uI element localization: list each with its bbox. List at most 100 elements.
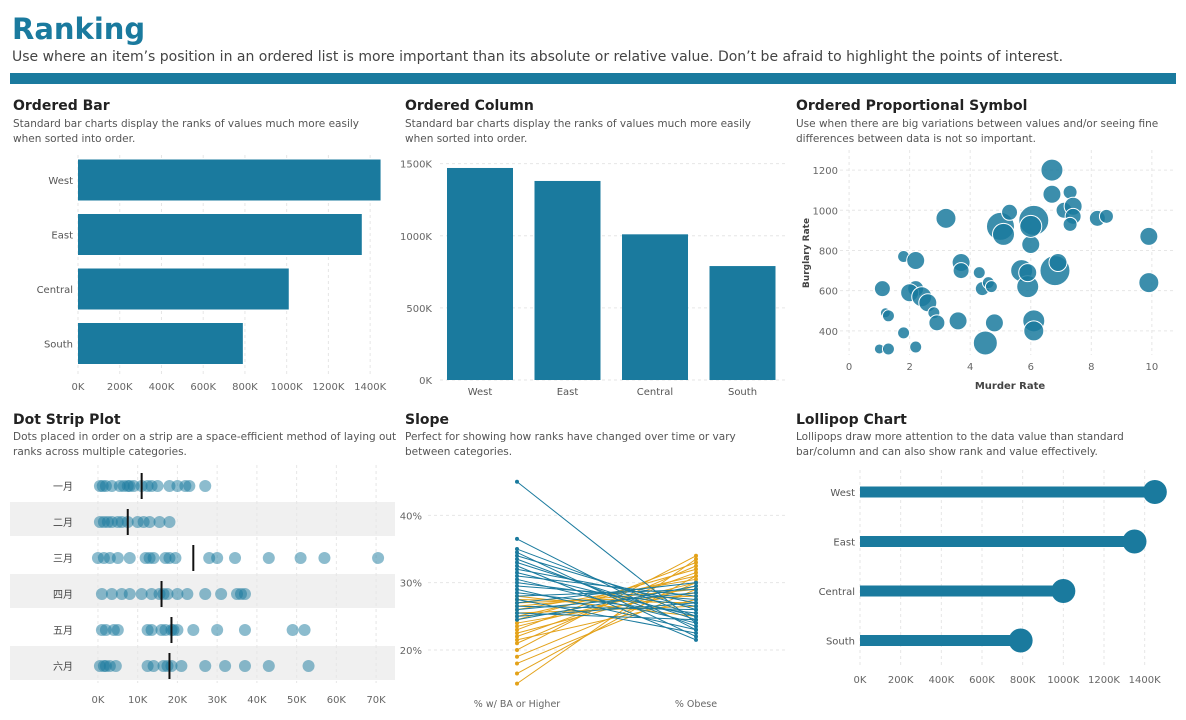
y-tick-label: 30% bbox=[400, 579, 422, 590]
bar bbox=[78, 323, 243, 364]
slope-point bbox=[515, 621, 519, 626]
slope-point bbox=[694, 627, 698, 632]
slope-desc: Perfect for showing how ranks have chang… bbox=[405, 431, 736, 458]
slope-point bbox=[515, 627, 519, 632]
slope-point bbox=[515, 671, 519, 676]
strip-dot bbox=[111, 552, 124, 564]
x-tick-label: 8 bbox=[1088, 362, 1094, 373]
lollipop-head bbox=[1051, 579, 1076, 603]
y-axis-title: Burglary Rate bbox=[802, 218, 812, 288]
page-title: Ranking bbox=[12, 12, 146, 46]
strip-dot bbox=[219, 660, 232, 672]
x-tick-label: 1200K bbox=[1088, 675, 1120, 686]
ordered-column-desc: Standard bar charts display the ranks of… bbox=[405, 118, 751, 145]
bubble bbox=[984, 280, 998, 294]
slope-point bbox=[515, 614, 519, 619]
slope-line bbox=[516, 592, 697, 611]
strip-dot bbox=[145, 624, 158, 636]
y-tick-label: Central bbox=[37, 285, 73, 296]
ordered-bar-title: Ordered Bar bbox=[13, 98, 110, 114]
slope-point bbox=[515, 590, 519, 595]
slope-point bbox=[694, 610, 698, 615]
bubble bbox=[1021, 234, 1041, 254]
slope-point bbox=[515, 580, 519, 585]
bubble bbox=[1018, 263, 1038, 283]
dot-strip-title: Dot Strip Plot bbox=[13, 412, 121, 428]
strip-dot bbox=[109, 660, 122, 672]
slope-point bbox=[515, 479, 519, 484]
column bbox=[447, 167, 513, 380]
x-tick-label: 800K bbox=[1010, 675, 1036, 686]
page-subtitle: Use where an item’s position in an order… bbox=[12, 49, 1064, 65]
bubble bbox=[897, 326, 911, 340]
strip-dot bbox=[161, 588, 174, 600]
slope-point bbox=[515, 610, 519, 615]
lollipop-stick bbox=[860, 635, 1021, 646]
row-label: 五月 bbox=[53, 625, 73, 637]
row-label: 二月 bbox=[53, 517, 73, 529]
slope-line bbox=[516, 562, 697, 621]
bubble bbox=[1019, 214, 1043, 238]
strip-dot bbox=[229, 552, 242, 564]
strip-dot bbox=[286, 624, 299, 636]
slope-point bbox=[515, 617, 519, 622]
slope-point bbox=[515, 607, 519, 612]
slope-point bbox=[694, 604, 698, 609]
slope-point bbox=[515, 647, 519, 652]
row-label: 一月 bbox=[53, 481, 73, 493]
bubble bbox=[1062, 216, 1078, 232]
y-tick-label: 1000 bbox=[813, 206, 838, 217]
lollipop-head bbox=[1008, 628, 1033, 653]
strip-dot bbox=[318, 552, 331, 564]
strip-dot bbox=[105, 588, 118, 600]
proportional-desc: Use when there are big variations betwee… bbox=[796, 118, 1159, 145]
x-tick-label: 4 bbox=[967, 362, 973, 373]
bubble bbox=[1138, 272, 1160, 294]
bubble bbox=[909, 340, 923, 354]
y-tick-label: West bbox=[830, 488, 855, 499]
y-tick-label: East bbox=[833, 538, 855, 549]
slope-point bbox=[694, 607, 698, 612]
bubble bbox=[948, 311, 968, 331]
slope-point bbox=[515, 641, 519, 646]
strip-dot bbox=[147, 660, 160, 672]
slope-line bbox=[516, 562, 697, 631]
strip-dot bbox=[183, 480, 196, 492]
x-axis-title: Murder Rate bbox=[975, 381, 1046, 392]
slope-point bbox=[694, 580, 698, 585]
slope-point bbox=[694, 617, 698, 622]
lollipop-stick bbox=[860, 486, 1155, 498]
slope-line bbox=[516, 538, 697, 631]
strip-dot bbox=[302, 660, 315, 672]
proportional-chart: 0 2 4 6 8 10 400 600 800 1000 1200 Murder Rate Burgl… bbox=[802, 150, 1175, 392]
strip-dot bbox=[211, 624, 224, 636]
bubble bbox=[992, 222, 1015, 246]
x-tick-label: 50K bbox=[287, 695, 307, 706]
slope-line bbox=[516, 585, 697, 621]
slope-line bbox=[516, 558, 697, 685]
strip-dot bbox=[143, 516, 156, 528]
strip-dot bbox=[238, 660, 251, 672]
strip-dot bbox=[171, 624, 184, 636]
x-tick-label: 1400K bbox=[354, 382, 386, 393]
row-label: 四月 bbox=[53, 589, 73, 601]
strip-dot bbox=[211, 552, 224, 564]
x-tick-label: 30K bbox=[208, 695, 228, 706]
strip-dot bbox=[181, 588, 194, 600]
slope-point bbox=[515, 681, 519, 686]
ordered-bar-desc: Standard bar charts display the ranks of… bbox=[13, 118, 359, 145]
ordered-column-title: Ordered Column bbox=[405, 98, 534, 114]
slope-point bbox=[694, 594, 698, 599]
slope-point bbox=[515, 637, 519, 642]
x-tick-label: % w/ BA or Higher bbox=[474, 699, 560, 710]
slope-point bbox=[694, 584, 698, 589]
bubble bbox=[984, 313, 1004, 333]
x-tick-label: 1000K bbox=[271, 382, 303, 393]
x-tick-label: 2 bbox=[906, 362, 912, 373]
x-tick-label: South bbox=[728, 387, 757, 398]
strip-dot bbox=[238, 588, 251, 600]
x-tick-label: 0K bbox=[72, 382, 85, 393]
bubble bbox=[1042, 184, 1062, 204]
y-tick-label: 40% bbox=[400, 511, 422, 522]
y-tick-label: 500K bbox=[406, 304, 432, 315]
